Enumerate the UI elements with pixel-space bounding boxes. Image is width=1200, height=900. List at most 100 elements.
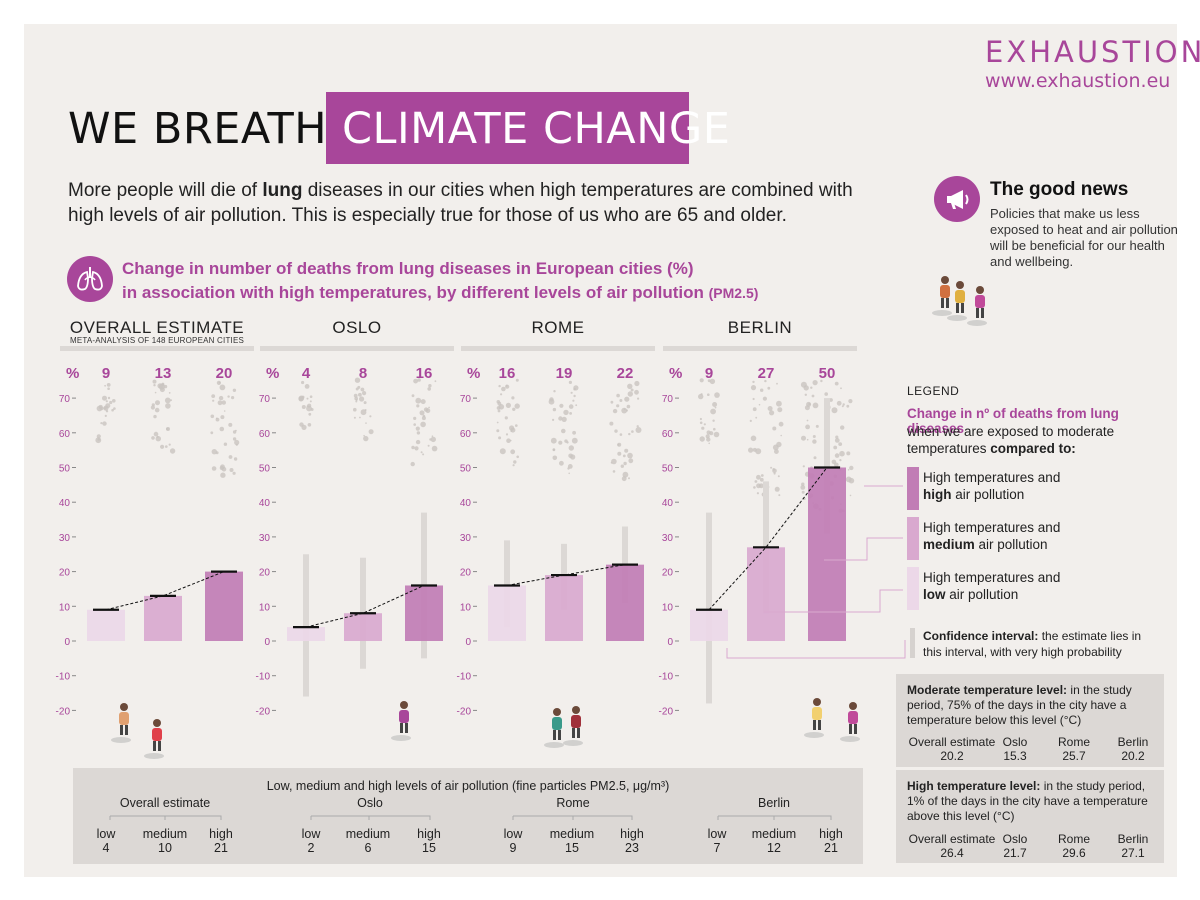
y-tick-label: 60 bbox=[259, 429, 271, 440]
pollution-bubble bbox=[100, 422, 103, 425]
pollution-bubble bbox=[801, 482, 805, 486]
pollution-bubble bbox=[616, 404, 620, 408]
pollution-bubble bbox=[221, 400, 226, 405]
brand-url[interactable]: www.exhaustion.eu bbox=[985, 70, 1171, 92]
pollution-bubble bbox=[427, 387, 432, 391]
pollution-bubble bbox=[510, 449, 516, 455]
subtitle-pm: (PM2.5) bbox=[708, 285, 759, 301]
legend-connector bbox=[726, 640, 906, 659]
pollution-bubble bbox=[301, 424, 307, 430]
pollution-bubble bbox=[619, 433, 623, 436]
pollution-level-value: 6 bbox=[364, 841, 372, 855]
pollution-bubble bbox=[777, 475, 780, 478]
pollution-bubble bbox=[812, 380, 818, 386]
pollution-bubble bbox=[748, 447, 754, 453]
pollution-bubble bbox=[758, 403, 761, 406]
pollution-bubble bbox=[211, 466, 217, 471]
subtitle-line2-wrap: in association with high temperatures, b… bbox=[122, 281, 822, 305]
pollution-bubble bbox=[353, 416, 356, 419]
title-left: WE BREATHE bbox=[68, 104, 355, 154]
pollution-bubble bbox=[165, 403, 171, 409]
pollution-bubble bbox=[812, 402, 819, 409]
pollution-bubble bbox=[808, 402, 811, 406]
pollution-bubble bbox=[516, 455, 519, 459]
intro-text: More people will die of lung diseases in… bbox=[68, 178, 858, 228]
pollution-bubble bbox=[310, 408, 314, 411]
pollution-bubble bbox=[563, 409, 569, 416]
person-head bbox=[572, 706, 580, 714]
pollution-bubble bbox=[780, 434, 782, 437]
bar-value-label: 9 bbox=[705, 365, 713, 382]
pollution-bubble bbox=[427, 444, 430, 447]
person-shadow bbox=[947, 315, 967, 321]
legend-item-medium: High temperatures and medium air pollutio… bbox=[923, 519, 1093, 553]
moderate-temperature-box: Moderate temperature level: in the study… bbox=[896, 674, 1164, 767]
pollution-bubble bbox=[414, 446, 419, 451]
moderate-value: 20.2 bbox=[1121, 749, 1145, 763]
pollution-bubble bbox=[420, 421, 426, 428]
pollution-bubble bbox=[840, 387, 842, 390]
pollution-bubble bbox=[573, 394, 576, 398]
y-tick-label: 50 bbox=[662, 464, 674, 475]
pollution-bubble bbox=[219, 426, 225, 432]
y-tick-label: 50 bbox=[460, 464, 472, 475]
pollution-bubble bbox=[776, 400, 782, 407]
pollution-bubble bbox=[428, 406, 430, 409]
y-tick-label: 0 bbox=[264, 637, 270, 648]
legend-sub-b: compared to: bbox=[990, 441, 1076, 456]
person-shadow bbox=[967, 320, 987, 326]
y-tick-label: 0 bbox=[64, 637, 70, 648]
pollution-bubble bbox=[708, 442, 710, 445]
pollution-bubble bbox=[434, 380, 437, 383]
bar-medium bbox=[144, 595, 182, 641]
high-bold: High temperature level: bbox=[907, 779, 1041, 793]
legend-low-rest: air pollution bbox=[945, 587, 1019, 602]
pollution-bubble bbox=[815, 424, 819, 428]
pollution-bubble bbox=[550, 437, 557, 444]
pollution-bubble bbox=[215, 417, 218, 420]
pollution-bubble bbox=[107, 396, 111, 400]
pollution-bubble bbox=[764, 379, 767, 383]
high-label: Rome bbox=[1057, 832, 1090, 846]
pollution-bubble bbox=[770, 466, 773, 469]
person-head bbox=[553, 708, 561, 716]
moderate-text: Moderate temperature level: in the study… bbox=[907, 683, 1152, 728]
pollution-bubble bbox=[772, 444, 779, 451]
pollution-bubble bbox=[841, 405, 844, 408]
moderate-col-overall: Overall estimate 20.2 bbox=[907, 735, 997, 763]
legend-medium-line1: High temperatures and bbox=[923, 520, 1061, 535]
y-tick-label: 40 bbox=[59, 498, 71, 509]
pollution-bubble bbox=[365, 422, 367, 424]
pollution-levels-box: Low, medium and high levels of air pollu… bbox=[73, 768, 863, 864]
y-tick-label: 30 bbox=[460, 533, 472, 544]
pollution-bubble bbox=[428, 384, 432, 388]
high-col-berlin: Berlin 27.1 bbox=[1111, 832, 1155, 860]
pollution-bubble bbox=[360, 409, 367, 416]
pollution-bubble bbox=[431, 445, 438, 452]
pollution-bubble bbox=[701, 426, 705, 430]
pollution-level-label: low bbox=[503, 827, 523, 841]
pollution-bubble bbox=[501, 386, 506, 392]
pollution-bubble bbox=[228, 422, 233, 427]
title-right: CLIMATE CHANGE bbox=[342, 104, 731, 154]
pollution-bubble bbox=[235, 429, 237, 432]
legend-swatch-medium bbox=[907, 517, 919, 560]
pollution-bubble bbox=[506, 438, 511, 444]
pollution-bubble bbox=[834, 438, 840, 443]
person-leg bbox=[400, 723, 403, 733]
pollution-bubble bbox=[628, 458, 634, 464]
pollution-bubble bbox=[360, 387, 365, 392]
pollution-bubble bbox=[233, 457, 238, 461]
intro-bold: lung bbox=[262, 180, 303, 201]
moderate-label: Rome bbox=[1057, 735, 1090, 749]
pollution-bubble bbox=[824, 392, 828, 396]
pollution-bubble bbox=[354, 377, 361, 383]
pollution-bubble bbox=[552, 448, 556, 452]
pollution-bubble bbox=[170, 399, 173, 402]
good-news-text: Policies that make us less exposed to he… bbox=[990, 206, 1178, 269]
pollution-bubble bbox=[309, 400, 312, 403]
pollution-bubble bbox=[559, 403, 564, 408]
legend-sub-a: when we are exposed to moderate temperat… bbox=[907, 424, 1115, 456]
pollution-bubble bbox=[430, 436, 436, 443]
